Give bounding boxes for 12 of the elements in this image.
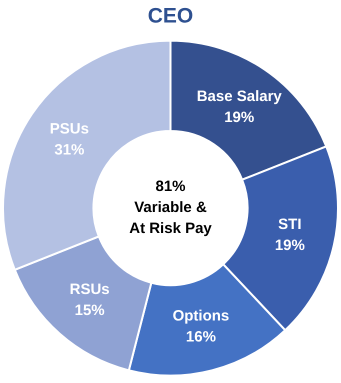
slice-label: RSUs bbox=[70, 280, 110, 298]
text: 81% Variable & At Risk Pay bbox=[129, 178, 212, 238]
data-label: 19% bbox=[274, 236, 305, 254]
slice-label: Base Salary bbox=[196, 88, 282, 106]
data-label: 15% bbox=[74, 302, 105, 319]
data-label: 31% bbox=[54, 142, 84, 159]
slice-label: Options bbox=[172, 308, 230, 325]
chart-title: CEO bbox=[148, 4, 194, 28]
slice-label: PSUs bbox=[50, 120, 89, 138]
data-label: 16% bbox=[186, 328, 216, 346]
data-label: 19% bbox=[224, 109, 254, 126]
slice-label: STI bbox=[278, 216, 302, 233]
